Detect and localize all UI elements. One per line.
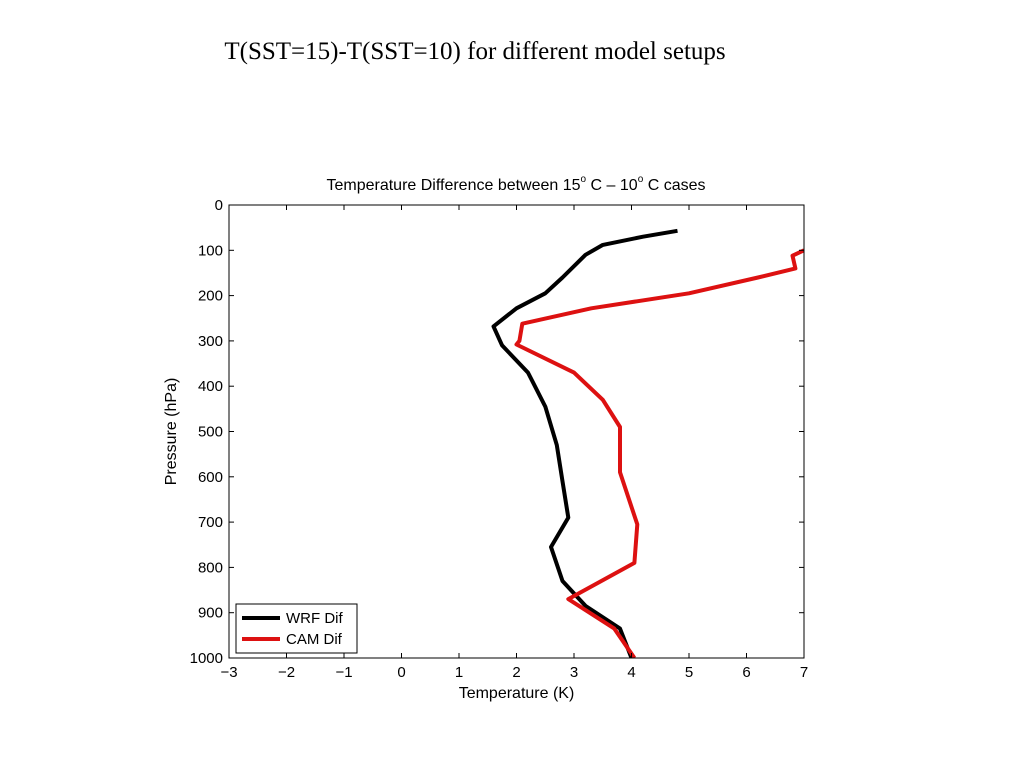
y-tick-label: 400 <box>198 378 223 395</box>
x-tick-label: −1 <box>335 664 352 681</box>
y-tick-label: 1000 <box>190 650 223 667</box>
y-tick-label: 200 <box>198 288 223 305</box>
x-tick-label: 2 <box>512 664 520 681</box>
x-tick-label: 0 <box>397 664 405 681</box>
series-line-1 <box>491 228 678 658</box>
axes: −3 −2 −1 0 1 2 3 4 5 6 7 0 100 200 300 400 500 600 700 800 9… <box>190 197 809 681</box>
legend: WRF Dif CAM Dif <box>235 603 358 654</box>
y-tick-label: 500 <box>198 424 223 441</box>
y-tick-label: 100 <box>198 242 223 259</box>
series-line-2 <box>514 248 804 658</box>
legend-box <box>235 603 358 654</box>
x-tick-label: 4 <box>627 664 635 681</box>
y-tick-label: 700 <box>198 514 223 531</box>
x-axis-label: Temperature (K) <box>459 685 575 702</box>
x-tick-label: 7 <box>800 664 808 681</box>
y-tick-label: 800 <box>198 559 223 576</box>
chart-title-degree-1: o <box>581 174 587 185</box>
y-tick-label: 0 <box>215 197 223 214</box>
y-tick-label: 600 <box>198 469 223 486</box>
x-tick-label: 3 <box>570 664 578 681</box>
x-tick-label: 5 <box>685 664 693 681</box>
chart-title: Temperature Difference between 15o C – 1… <box>326 174 705 194</box>
legend-label: WRF Dif <box>286 610 343 627</box>
chart-title-part-1: Temperature Difference between 15 <box>326 177 580 194</box>
plot-frame <box>228 204 805 659</box>
x-tick-label: −3 <box>220 664 237 681</box>
y-axis-label: Pressure (hPa) <box>163 378 180 486</box>
legend-label: CAM Dif <box>286 631 343 648</box>
chart-title-part-2: C – 10 <box>586 177 638 194</box>
x-tick-label: 1 <box>455 664 463 681</box>
chart-title-degree-2: o <box>638 174 644 185</box>
chart-title-part-3: C cases <box>643 177 705 194</box>
y-tick-label: 300 <box>198 333 223 350</box>
y-tick-label: 900 <box>198 605 223 622</box>
x-tick-label: −2 <box>278 664 295 681</box>
plot-area <box>491 228 804 658</box>
slide-title: T(SST=15)-T(SST=10) for different model … <box>224 38 726 65</box>
x-tick-label: 6 <box>742 664 750 681</box>
